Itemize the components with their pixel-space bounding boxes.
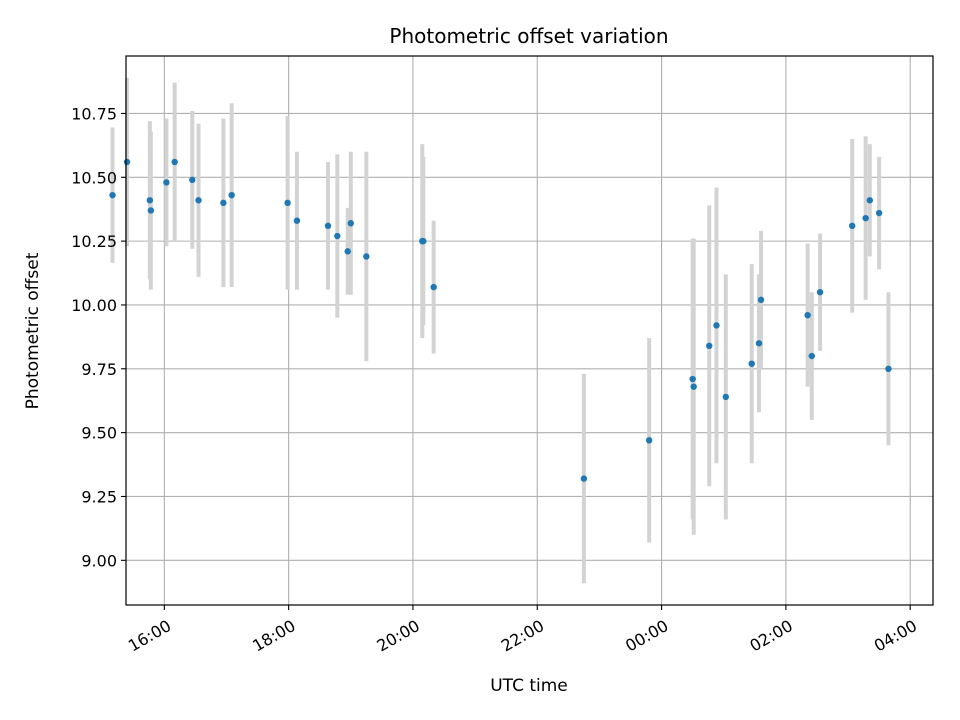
data-point <box>228 191 235 199</box>
data-point <box>109 191 116 199</box>
data-point <box>706 342 713 350</box>
data-point <box>755 340 763 347</box>
data-point <box>804 311 811 319</box>
data-point <box>689 375 696 383</box>
data-point <box>885 365 892 373</box>
data-point <box>690 383 697 390</box>
data-point <box>580 475 588 482</box>
data-point <box>195 197 202 204</box>
plot-frame <box>125 55 934 606</box>
x-axis-label: UTC time <box>490 676 568 696</box>
data-point <box>324 222 332 230</box>
data-point <box>123 158 131 166</box>
data-point <box>757 296 765 304</box>
data-point <box>284 199 291 207</box>
y-tick-label: 9.50 <box>81 424 117 443</box>
data-point <box>293 217 301 224</box>
data-point <box>862 214 869 222</box>
grid-lines <box>126 56 933 605</box>
chart-title: Photometric offset variation <box>389 24 668 48</box>
y-tick-label: 10.00 <box>71 296 117 315</box>
data-point <box>334 232 341 240</box>
data-point <box>848 222 856 230</box>
data-point <box>363 253 370 260</box>
y-tick-label: 10.75 <box>71 104 117 123</box>
data-point <box>645 437 653 444</box>
data-point <box>347 220 354 227</box>
y-tick-label: 9.00 <box>81 551 117 570</box>
data-points <box>109 158 892 482</box>
data-point <box>722 393 730 401</box>
data-point <box>163 179 170 186</box>
y-axis-label: Photometric offset <box>23 252 43 409</box>
data-point <box>808 352 815 360</box>
data-point <box>875 209 883 217</box>
y-tick-label: 10.50 <box>71 168 117 187</box>
data-point <box>171 158 178 166</box>
y-tick-label: 9.75 <box>81 360 117 379</box>
data-point <box>146 197 154 204</box>
data-point <box>420 237 427 245</box>
data-point <box>220 199 227 207</box>
y-tick-label: 9.25 <box>81 487 117 506</box>
data-point <box>189 176 196 184</box>
data-point <box>344 248 351 255</box>
y-axis-ticks: 9.00 9.25 9.50 9.75 10.00 10.25 10.50 10.75 <box>71 104 126 570</box>
y-tick-label: 10.25 <box>71 232 117 251</box>
data-point <box>816 288 824 296</box>
data-point <box>713 322 720 329</box>
data-point <box>866 197 874 204</box>
data-point <box>748 360 755 367</box>
data-point <box>147 207 155 214</box>
data-point <box>430 283 437 291</box>
